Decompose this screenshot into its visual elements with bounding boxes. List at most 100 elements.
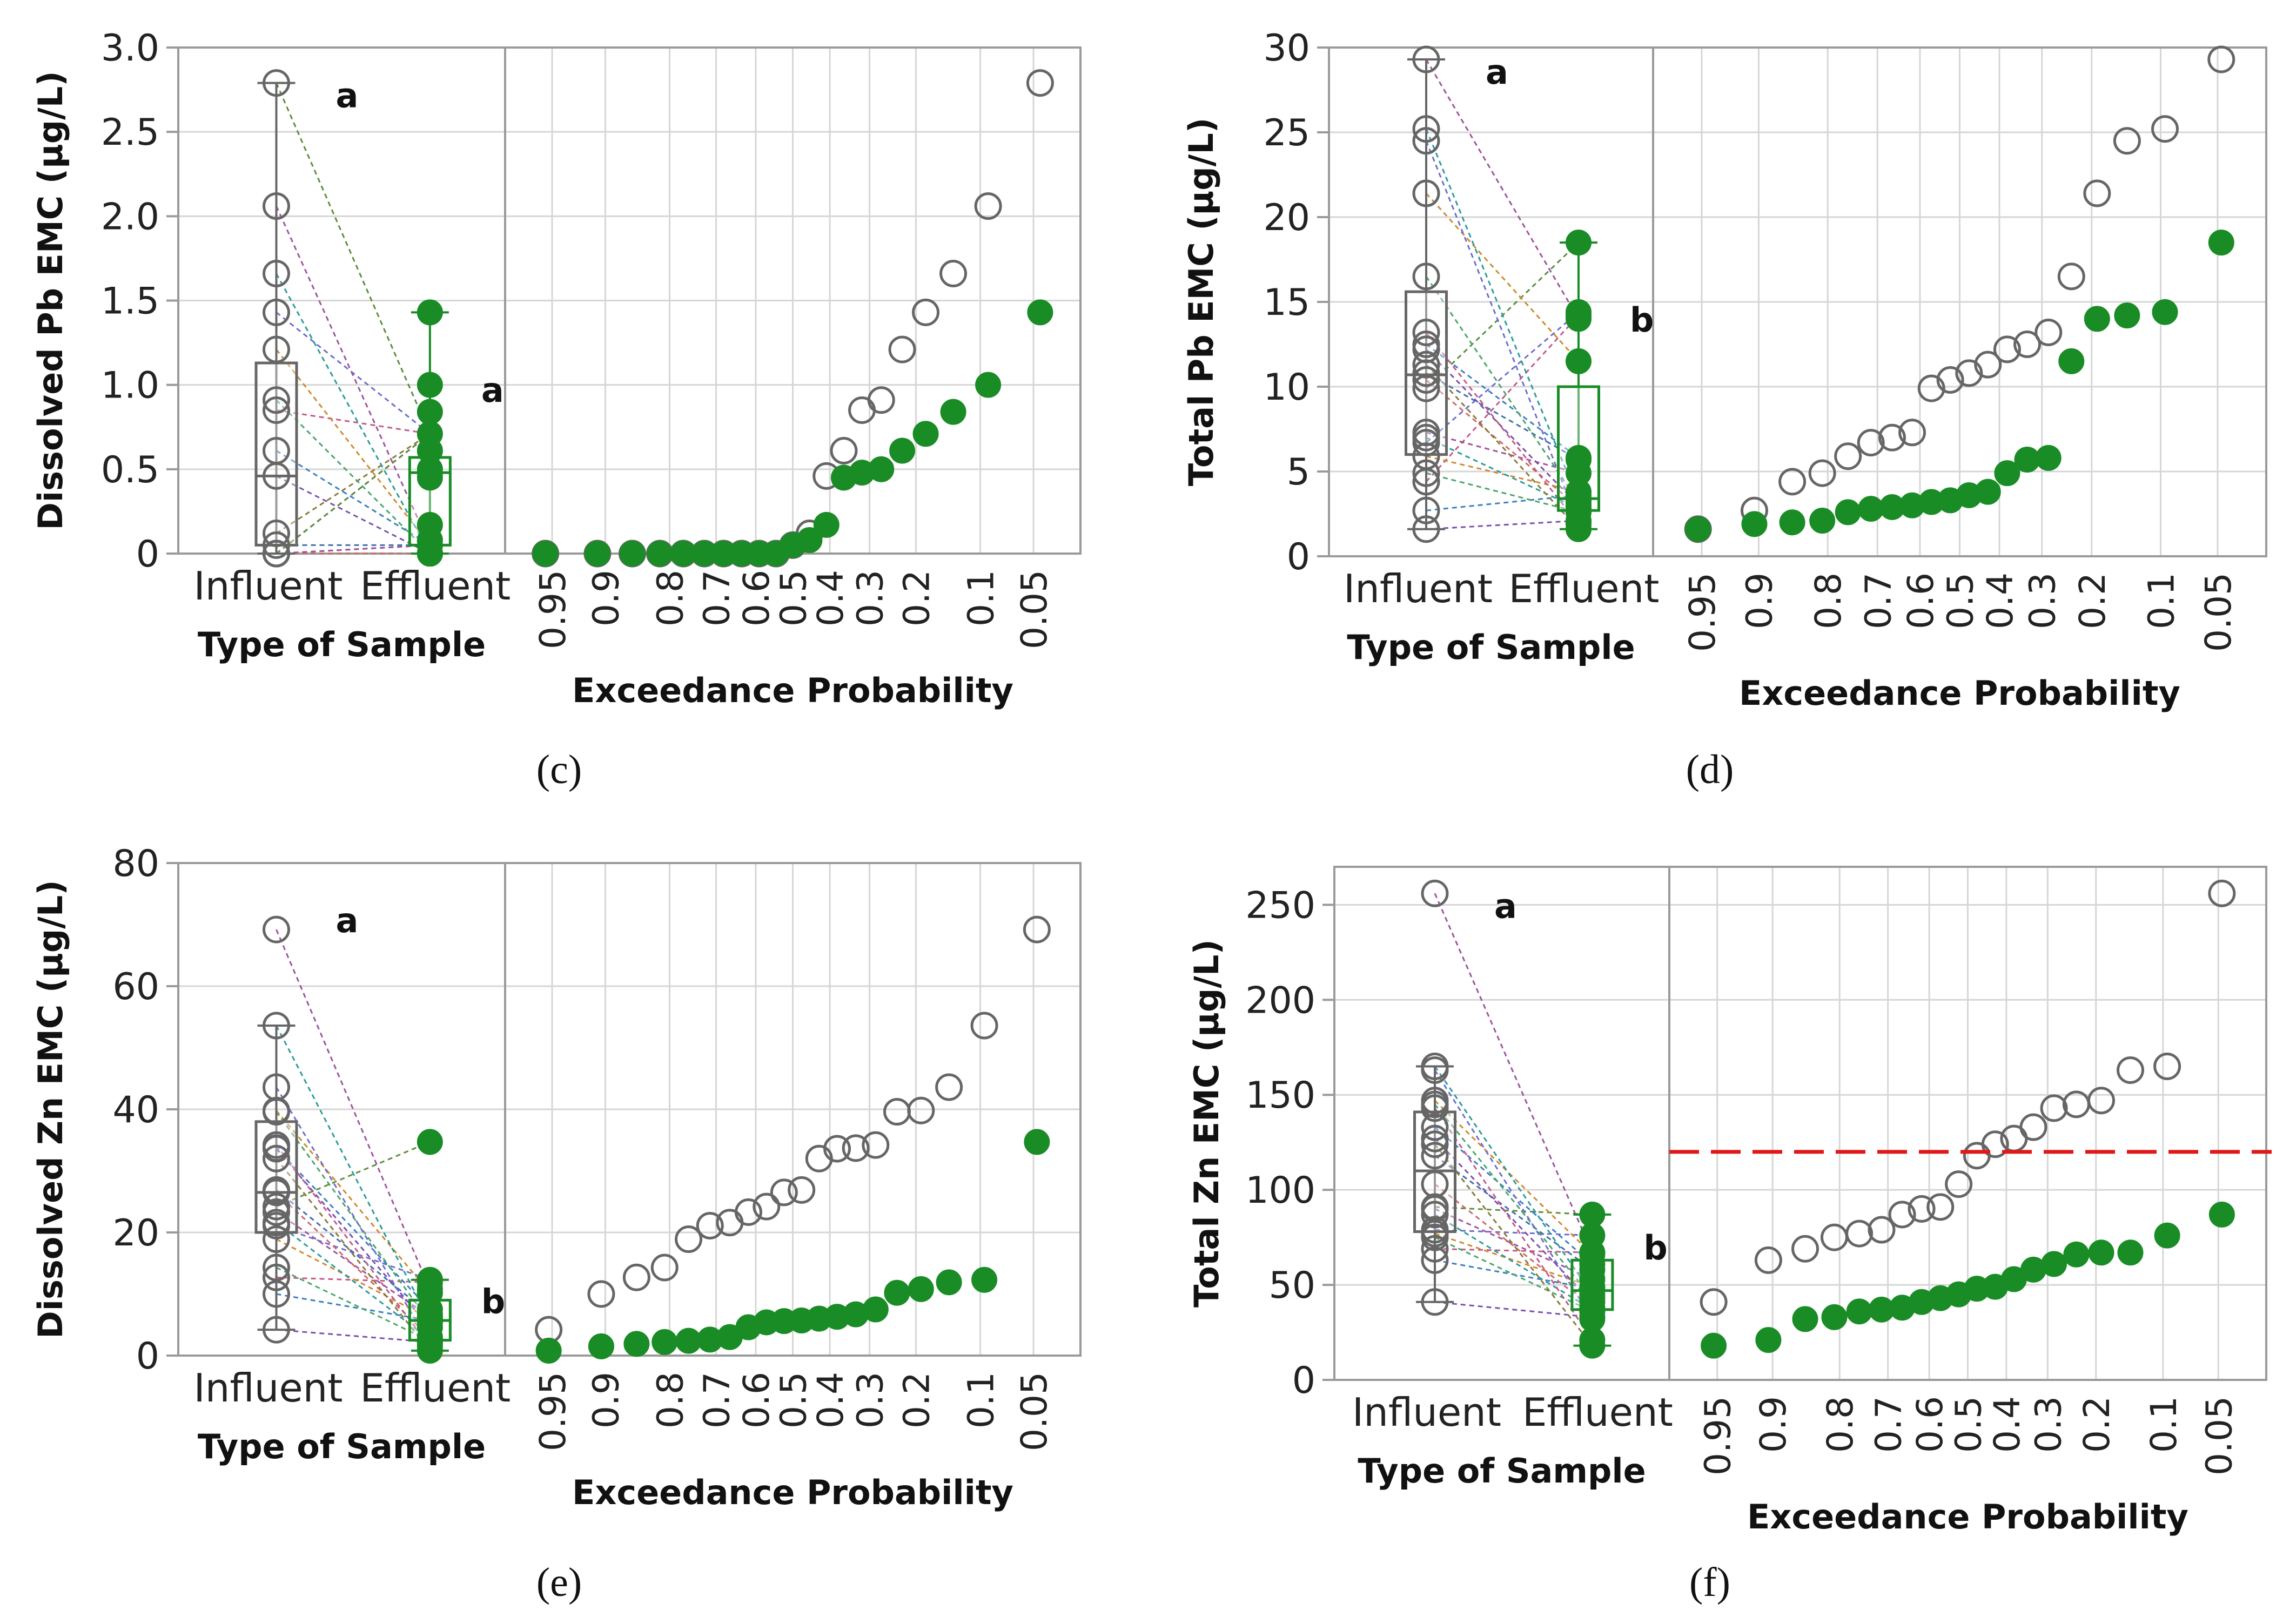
paired-connector-line — [276, 433, 431, 534]
influent-probability-point — [2151, 115, 2179, 143]
effluent-probability-point — [2035, 444, 2062, 471]
paired-connector-line — [276, 273, 431, 554]
y-tick-label: 60 — [112, 966, 159, 1008]
significance-letter: a — [1486, 52, 1508, 92]
effluent-point — [1566, 230, 1592, 256]
influent-point — [1421, 1124, 1449, 1153]
chart-panel-c: 0 0.5 1.0 1.5 2.0 2.5 3.0 Dissolved Pb EMC (µg/… — [31, 27, 1082, 792]
x-tick-label: 0.2 — [896, 570, 937, 626]
influent-point — [263, 298, 290, 326]
paired-connector-line — [1434, 1214, 1593, 1311]
paired-connector-line — [1434, 893, 1593, 1253]
influent-probability-point — [1955, 359, 1983, 387]
influent-point — [1412, 419, 1440, 447]
influent-point — [263, 396, 290, 424]
paired-connector-line — [1434, 1236, 1593, 1312]
x-tick-label: 0.1 — [961, 1372, 1002, 1428]
influent-point — [1421, 1288, 1449, 1316]
effluent-point — [417, 372, 443, 398]
paired-connector-line — [1425, 129, 1580, 501]
influent-probability-point — [974, 192, 1002, 220]
influent-probability-point — [842, 1134, 870, 1162]
influent-point — [1412, 319, 1440, 347]
x-tick-label: 0.95 — [532, 570, 574, 649]
influent-probability-point — [753, 1192, 781, 1221]
x-tick-label: 0.4 — [810, 570, 851, 626]
influent-probability-point — [912, 298, 940, 326]
paired-connector-line — [1425, 59, 1580, 320]
influent-probability-point — [696, 1211, 724, 1239]
effluent-probability-point — [619, 541, 646, 567]
effluent-probability-point — [1821, 1304, 1848, 1330]
y-tick-label: 30 — [1263, 27, 1310, 70]
x-tick-label: 0.3 — [850, 570, 891, 626]
paired-connector-line — [276, 929, 431, 1290]
left-x-axis-title: Type of Sample — [198, 625, 486, 664]
paired-connector-line — [1434, 1066, 1593, 1295]
effluent-probability-point — [2084, 306, 2110, 332]
y-tick-label: 50 — [1268, 1264, 1315, 1307]
paired-connector-line — [276, 1238, 431, 1319]
y-tick-label: 100 — [1245, 1169, 1315, 1212]
influent-probability-point — [675, 1225, 703, 1254]
influent-point — [263, 915, 290, 944]
paired-connector-line — [1434, 1103, 1593, 1299]
effluent-point — [1566, 299, 1592, 325]
x-tick-label: 0.9 — [1738, 572, 1780, 629]
paired-connector-line — [1426, 311, 1579, 443]
paired-connector-line — [276, 433, 431, 555]
effluent-probability-point — [1701, 1332, 1727, 1359]
category-label: Influent — [1344, 566, 1493, 611]
x-tick-label: 0.6 — [736, 570, 777, 626]
x-tick-label: 0.5 — [773, 1372, 815, 1428]
paired-connector-line — [276, 1147, 431, 1310]
effluent-probability-point — [1792, 1306, 1818, 1332]
x-tick-label: 0.8 — [650, 1372, 691, 1428]
influent-point — [1412, 262, 1440, 291]
influent-point — [1412, 127, 1440, 155]
influent-point — [1421, 1142, 1449, 1170]
paired-connector-line — [276, 544, 430, 555]
influent-probability-point — [1808, 459, 1836, 487]
influent-probability-point — [823, 1135, 851, 1163]
paired-connector-line — [1425, 332, 1580, 525]
influent-probability-point — [734, 1198, 762, 1226]
effluent-probability-point — [908, 1276, 934, 1302]
significance-letter: b — [481, 1282, 505, 1322]
x-tick-label: 0.4 — [1979, 572, 2021, 629]
effluent-probability-point — [647, 541, 673, 567]
effluent-probability-point — [584, 541, 610, 567]
y-axis-title: Total Pb EMC (µg/L) — [1181, 118, 1221, 486]
influent-point — [1421, 1235, 1449, 1263]
paired-connector-line — [1425, 276, 1580, 503]
influent-point — [1412, 515, 1440, 543]
y-axis-title: Dissolved Pb EMC (µg/L) — [31, 71, 70, 530]
influent-point — [1421, 1193, 1449, 1221]
x-tick-label: 0.3 — [2022, 572, 2064, 629]
influent-point — [1412, 459, 1440, 487]
y-tick-label: 0.5 — [101, 449, 159, 491]
influent-probability-point — [1820, 1223, 1848, 1251]
effluent-probability-point — [940, 399, 966, 425]
right-x-axis-title: Exceedance Probability — [1739, 673, 2180, 713]
paired-connector-line — [276, 1189, 431, 1315]
paired-connector-line — [1426, 455, 1579, 493]
influent-point — [263, 1012, 290, 1040]
influent-point — [1421, 1170, 1449, 1198]
paired-connector-line — [276, 450, 431, 546]
y-axis-title: Total Zn EMC (µg/L) — [1187, 939, 1226, 1308]
x-tick-label: 0.05 — [1013, 1372, 1055, 1451]
influent-probability-point — [1974, 351, 2002, 379]
influent-point — [1412, 179, 1440, 207]
effluent-point — [1566, 348, 1592, 374]
x-tick-label: 0.8 — [1808, 572, 1849, 629]
influent-probability-point — [1700, 1288, 1728, 1316]
paired-connector-line — [276, 349, 431, 546]
influent-point — [263, 1176, 290, 1204]
influent-point — [263, 1209, 290, 1237]
influent-point — [263, 531, 290, 559]
effluent-probability-point — [2058, 348, 2085, 374]
y-tick-label: 0 — [1292, 1359, 1315, 1402]
x-tick-label: 0.1 — [2143, 1396, 2185, 1453]
x-tick-label: 0.95 — [1682, 572, 1723, 652]
